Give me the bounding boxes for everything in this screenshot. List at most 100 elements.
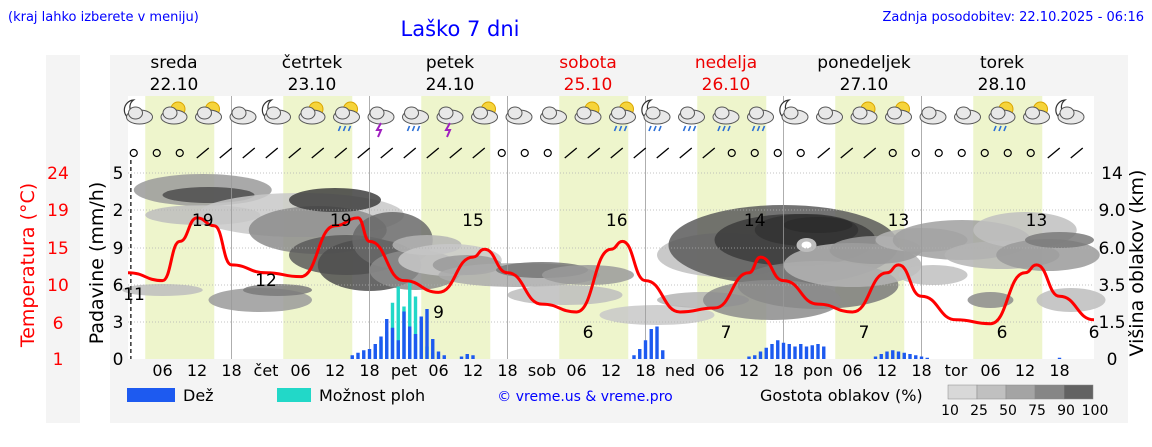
wind-barb-icon [196, 147, 210, 159]
day-date: 27.10 [840, 75, 889, 95]
day-name: četrtek [282, 53, 343, 73]
page-title: Laško 7 dni [401, 17, 520, 41]
sun-cloud-icon [850, 101, 878, 125]
rain-bar [758, 351, 763, 359]
wind-barb-icon [288, 147, 302, 159]
moon-cloud-rain-icon [641, 99, 671, 132]
temperature-min-label: 11 [123, 285, 145, 305]
cloud-icon [505, 106, 533, 125]
x-tick-label: 12 [601, 361, 621, 380]
rain-bar [638, 349, 642, 359]
x-tick-label: ned [665, 361, 695, 380]
sun-cloud-icon [160, 101, 188, 125]
rain-bar [787, 344, 791, 359]
x-tick-label: 18 [221, 361, 241, 380]
cloud-rain-icon [747, 106, 774, 132]
wind-calm-icon [773, 148, 782, 158]
temperature-tick-label: 1 [53, 350, 64, 370]
cloud-icon [919, 106, 947, 125]
cloud-height-tick-label: 1.5 [1098, 313, 1125, 333]
rain-bar [902, 352, 906, 359]
day-name: ponedeljek [817, 53, 911, 73]
cloud-height-tick-label: 14 [1101, 164, 1123, 184]
thunder-cloud-icon [367, 106, 395, 138]
wind-calm-icon [888, 148, 897, 158]
day-date: 23.10 [288, 75, 337, 95]
cloud-density-area [599, 305, 715, 325]
rain-bar [431, 339, 435, 359]
cloud-height-tick-label: 0 [1107, 350, 1118, 370]
rain-bar [810, 345, 814, 359]
rain-bar [419, 316, 423, 359]
rain-bar [425, 309, 429, 359]
cloud-height-tick-label: 3.5 [1098, 276, 1125, 296]
sun-cloud-icon [471, 101, 498, 125]
temperature-tick-label: 19 [47, 201, 69, 221]
rain-bar [390, 327, 395, 359]
sun-cloud-rain-icon [333, 101, 360, 132]
temperature-axis-label: Temperatura (°C) [17, 183, 39, 348]
x-tick-label: 06 [428, 361, 448, 380]
wind-barb-icon [449, 147, 463, 159]
cloud-density-area [243, 284, 312, 296]
copyright-text: © vreme.us & vreme.pro [497, 389, 672, 405]
rain-bar [753, 355, 757, 359]
cloud-density-level-label: 50 [999, 403, 1017, 419]
sun-cloud-rain-icon [988, 101, 1016, 132]
temperature-line [127, 216, 1095, 326]
rain-bar [459, 356, 464, 359]
wind-calm-icon [543, 148, 552, 158]
sun-cloud-rain-icon [609, 101, 636, 132]
rain-bar [908, 354, 912, 359]
rain-bar [632, 355, 636, 359]
cloud-density-swatch [947, 384, 978, 400]
cloud-height-axis-label: Višina oblakov (km) [1126, 170, 1148, 357]
x-tick-label: 06 [152, 361, 172, 380]
x-tick-label: sob [528, 361, 556, 380]
precipitation-tick-label: 5 [113, 164, 124, 184]
rain-bar [661, 350, 665, 359]
cloud-density-level-label: 100 [1082, 403, 1109, 419]
cloud-rain-icon [678, 106, 705, 132]
rain-bar [873, 356, 878, 359]
left-margin-panel [46, 55, 80, 423]
sun-cloud-icon [195, 101, 222, 125]
wind-calm-icon [980, 148, 989, 158]
wind-barb-icon [679, 147, 693, 159]
wind-barb-icon [311, 147, 325, 159]
x-tick-label: 06 [290, 361, 310, 380]
x-tick-label: pon [803, 361, 833, 380]
rain-bar [804, 346, 809, 359]
temperature-min-label: 7 [859, 323, 870, 343]
cloud-density-level-label: 75 [1028, 403, 1046, 419]
rain-bar [413, 334, 418, 359]
wind-barb-icon [219, 147, 233, 159]
rain-bar [879, 354, 883, 359]
rain-bar [896, 351, 901, 359]
sun-cloud-icon [885, 101, 912, 125]
day-date: 28.10 [978, 75, 1027, 95]
rain-legend-swatch [127, 388, 175, 402]
rain-bar [396, 340, 400, 359]
wind-calm-icon [1003, 148, 1012, 158]
temperature-max-label: 15 [462, 211, 484, 231]
rain-bar [816, 344, 820, 359]
rain-bar [891, 350, 895, 359]
temperature-max-label: 13 [888, 211, 910, 231]
wind-barb-icon [587, 147, 601, 159]
temperature-min-label: 6 [1089, 323, 1100, 343]
wind-barb-icon [265, 147, 279, 159]
temperature-max-label: 16 [606, 211, 628, 231]
precipitation-tick-label: 3 [113, 313, 124, 333]
cloud-density-area [507, 285, 623, 305]
x-tick-label: 18 [497, 361, 517, 380]
wind-barb-icon [1070, 147, 1084, 159]
day-date: 22.10 [150, 75, 199, 95]
wind-barb-icon [817, 147, 831, 159]
temperature-min-label: 12 [255, 271, 277, 291]
x-tick-label: 18 [1049, 361, 1069, 380]
rain-bar [471, 355, 475, 359]
precipitation-tick-label: 6 [113, 276, 124, 296]
rain-bar [402, 311, 406, 359]
wind-barb-icon [610, 147, 624, 159]
